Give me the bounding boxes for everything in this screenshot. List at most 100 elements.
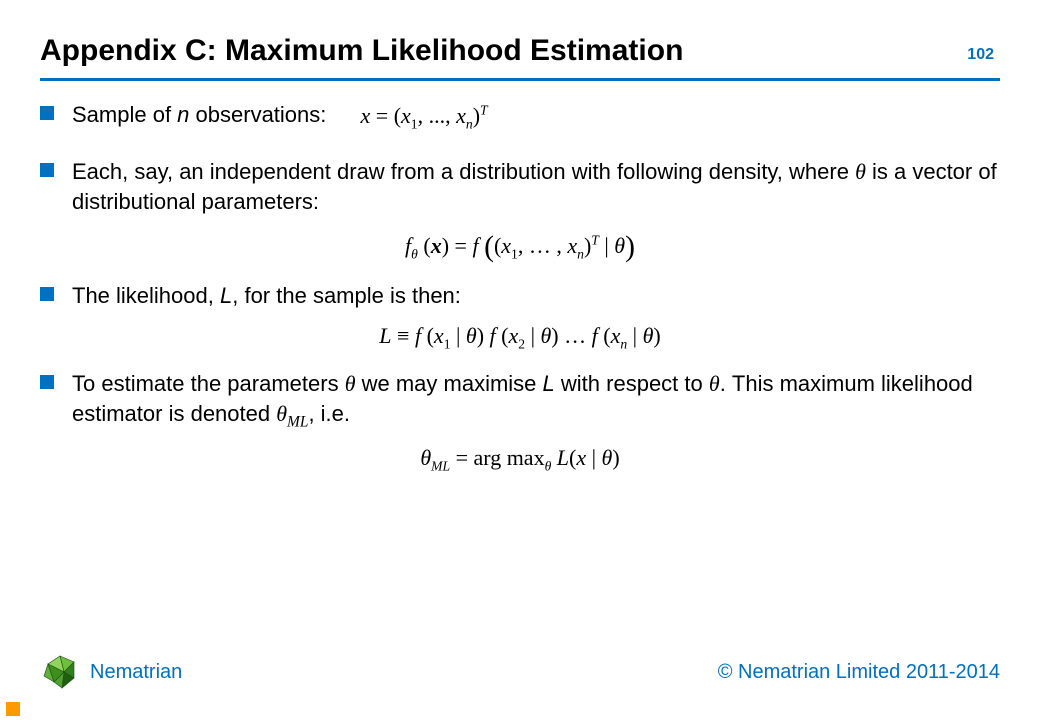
eq3-rp1: ): [477, 323, 484, 348]
equation-3: L ≡ f (x1 | θ) f (x2 | θ) … f (xn | θ): [40, 323, 1000, 349]
slide-title: Appendix C: Maximum Likelihood Estimatio…: [40, 34, 683, 68]
eq2-rbig: ): [625, 231, 635, 263]
logo-icon: [40, 652, 80, 692]
eq4-x: x: [576, 445, 586, 470]
slide-content: Sample of n observations: x = (x1, ..., …: [40, 100, 1000, 491]
eq4-bar: |: [586, 445, 601, 470]
eq2-xb: x: [431, 233, 442, 258]
eq3-th2: θ: [540, 323, 551, 348]
bullet-marker-icon: [40, 163, 54, 177]
bullet-2: Each, say, an independent draw from a di…: [40, 157, 1000, 216]
eq3-th1: θ: [466, 323, 477, 348]
eq1-T: T: [480, 103, 488, 118]
b3-L: L: [220, 283, 232, 308]
b2-a: Each, say, an independent draw from a di…: [72, 159, 855, 184]
eq2-stheta: θ: [411, 247, 418, 262]
eq2-lp1: (: [423, 233, 430, 258]
eq2-sn: n: [577, 247, 584, 262]
bullet-4: To estimate the parameters θ we may maxi…: [40, 369, 1000, 433]
eq2-s1: 1: [511, 247, 518, 262]
slide-footer: Nematrian © Nematrian Limited 2011-2014: [40, 652, 1000, 692]
eq3-s1: 1: [444, 336, 451, 351]
eq4-rp: ): [612, 445, 619, 470]
eq3-th3: θ: [643, 323, 654, 348]
eq3-bar3: |: [627, 323, 642, 348]
bullet-4-text: To estimate the parameters θ we may maxi…: [72, 369, 1000, 433]
b1-n: n: [177, 102, 189, 127]
bullet-3-text: The likelihood, L, for the sample is the…: [72, 281, 461, 311]
eq3-x2: x: [509, 323, 519, 348]
b4-theta2: θ: [709, 371, 720, 396]
brand: Nematrian: [40, 652, 182, 692]
bullet-3: The likelihood, L, for the sample is the…: [40, 281, 1000, 311]
b4-L: L: [543, 371, 555, 396]
b1-prefix: Sample of: [72, 102, 177, 127]
eq2-x1: x: [501, 233, 511, 258]
eq2-rp1: ): [442, 233, 449, 258]
b1-suffix: observations:: [189, 102, 326, 127]
eq4-th: θ: [420, 445, 431, 470]
header-rule: [40, 78, 1000, 81]
eq3-f2: f: [490, 323, 496, 348]
b3-b: , for the sample is then:: [232, 283, 461, 308]
eq4-L: L: [557, 445, 569, 470]
eq1-x1: x: [401, 103, 411, 128]
b4-c: with respect to: [555, 371, 709, 396]
brand-name: Nematrian: [90, 661, 182, 684]
bullet-marker-icon: [40, 375, 54, 389]
equation-1: x = (x1, ..., xn)T: [361, 101, 488, 131]
eq1-x: x: [361, 103, 371, 128]
eq2-com: , … ,: [518, 233, 568, 258]
eq3-lp1: (: [427, 323, 434, 348]
eq1-eq: =: [370, 103, 393, 128]
eq1-sn: n: [466, 117, 473, 132]
eq1-lp: (: [394, 103, 401, 128]
eq1-s1: 1: [411, 117, 418, 132]
bullet-1-text: Sample of n observations: x = (x1, ..., …: [72, 100, 488, 131]
bullet-marker-icon: [40, 106, 54, 120]
eq3-xn: x: [611, 323, 621, 348]
slide: Appendix C: Maximum Likelihood Estimatio…: [0, 0, 1040, 720]
eq3-f3: f: [592, 323, 598, 348]
bullet-marker-icon: [40, 287, 54, 301]
eq3-bar2: |: [525, 323, 540, 348]
eq3-rp3: ): [653, 323, 660, 348]
equation-4: θML = arg maxθ L(x | θ): [40, 445, 1000, 471]
eq2-theta: θ: [614, 233, 625, 258]
eq3-dots: …: [559, 323, 592, 348]
b4-a: To estimate the parameters: [72, 371, 345, 396]
slide-header: Appendix C: Maximum Likelihood Estimatio…: [40, 34, 1000, 68]
eq2-xn: x: [567, 233, 577, 258]
eq4-argmax: arg max: [474, 445, 545, 470]
eq2-T: T: [591, 233, 599, 248]
eq4-eq: =: [450, 445, 473, 470]
b3-a: The likelihood,: [72, 283, 220, 308]
eq1-rp: ): [473, 103, 480, 128]
b2-theta: θ: [855, 159, 866, 184]
bullet-2-text: Each, say, an independent draw from a di…: [72, 157, 1000, 216]
b4-e: , i.e.: [308, 401, 350, 426]
eq3-x1: x: [434, 323, 444, 348]
eq4-th2: θ: [602, 445, 613, 470]
eq2-bar: |: [599, 233, 614, 258]
eq3-lp3: (: [603, 323, 610, 348]
copyright-text: © Nematrian Limited 2011-2014: [718, 661, 1000, 684]
eq2-f2: f: [472, 233, 478, 258]
b4-b: we may maximise: [356, 371, 543, 396]
eq2-lbig: (: [484, 231, 494, 263]
b4-theta1: θ: [345, 371, 356, 396]
b4-theta3: θ: [276, 401, 287, 426]
eq3-lp2: (: [501, 323, 508, 348]
eq3-L: L: [379, 323, 391, 348]
page-number: 102: [967, 46, 994, 64]
eq3-eqv: ≡: [392, 323, 415, 348]
eq2-eq: =: [449, 233, 472, 258]
eq4-ML: ML: [431, 458, 450, 473]
corner-square-icon: [6, 702, 20, 716]
bullet-1: Sample of n observations: x = (x1, ..., …: [40, 100, 1000, 131]
eq1-com: , ...,: [418, 103, 457, 128]
equation-2: fθ (x) = f ((x1, … , xn)T | θ): [40, 228, 1000, 261]
eq1-xn: x: [456, 103, 466, 128]
eq3-bar1: |: [451, 323, 466, 348]
b4-ML: ML: [287, 413, 308, 430]
